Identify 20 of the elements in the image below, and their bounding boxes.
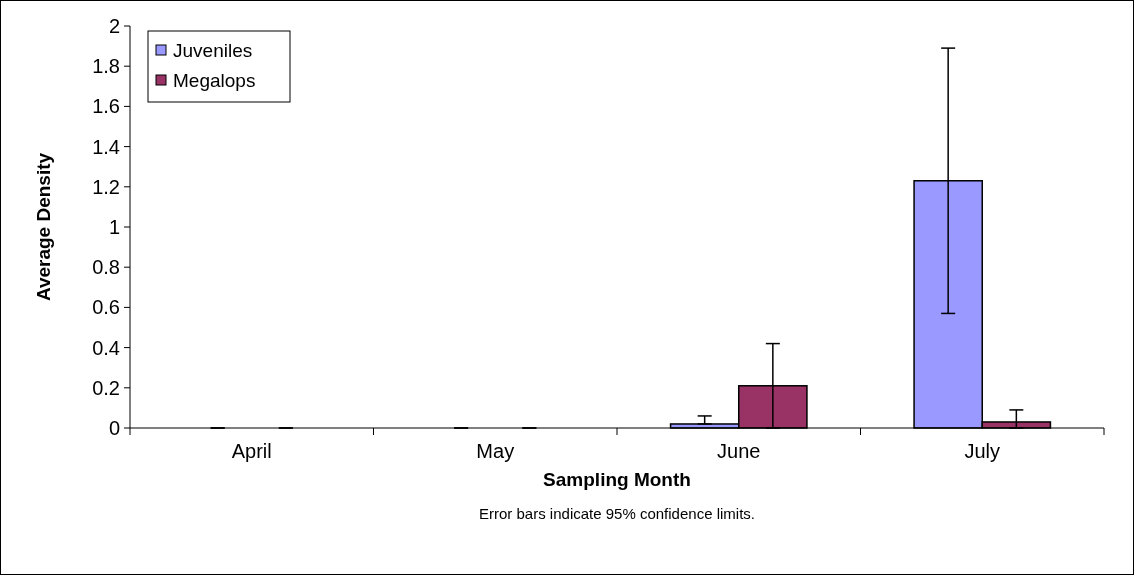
x-tick-label: June <box>717 440 761 462</box>
y-tick-label: 0.2 <box>92 376 120 399</box>
x-tick-label: July <box>964 440 1001 462</box>
y-axis-title: Average Density <box>33 152 54 302</box>
legend-label: Megalops <box>173 69 256 91</box>
y-tick-label: 0 <box>108 417 120 439</box>
y-tick-label: 1.2 <box>92 175 120 198</box>
x-tick-label: May <box>476 440 515 462</box>
text: Error bars indicate 95% confidence limits. <box>479 505 755 522</box>
y-tick-label: 0.4 <box>92 336 120 359</box>
y-tick-label: 1.8 <box>92 55 120 78</box>
y-tick-label: 0.6 <box>92 296 120 319</box>
y-tick-label: 0.8 <box>92 256 120 279</box>
y-tick-label: 1 <box>108 216 120 238</box>
y-tick-label: 1.4 <box>92 135 120 158</box>
y-tick-label: 1.6 <box>92 95 120 118</box>
legend-label: Juveniles <box>173 39 253 61</box>
x-tick-label: April <box>231 440 272 462</box>
x-axis-title: Sampling Month <box>543 469 691 490</box>
y-tick-label: 2 <box>108 15 120 37</box>
